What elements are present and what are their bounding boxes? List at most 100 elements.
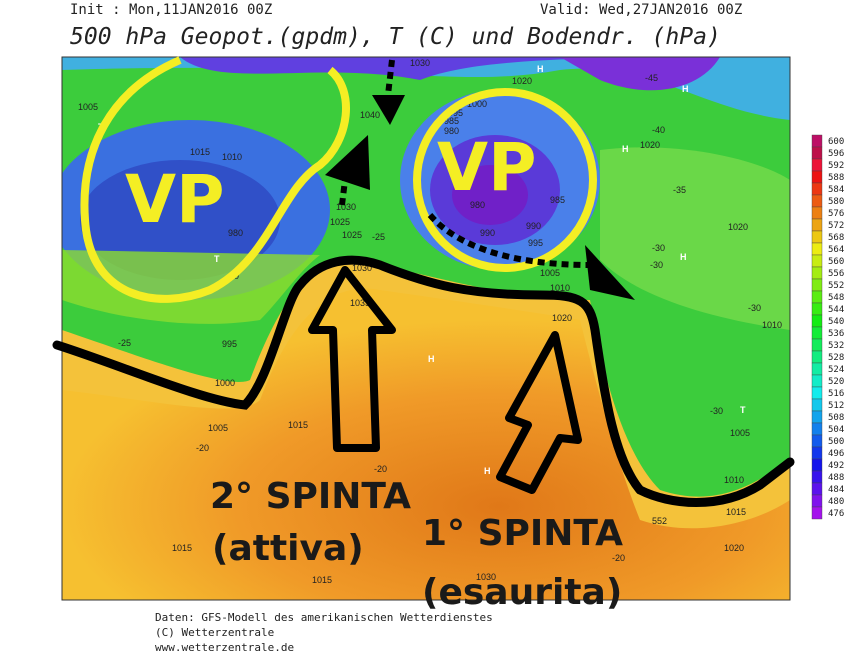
color-scale-cell — [811, 134, 823, 148]
color-scale-label: 536 — [828, 329, 844, 339]
color-scale-cell — [811, 170, 823, 184]
map-pressure-label: 1015 — [312, 575, 332, 585]
map-labels: 1030 1005 1015 1010 980 1040 1030 1025 1025 1030 1… — [78, 58, 782, 585]
map-contour-label: 552 — [652, 516, 667, 526]
map-centers-label: H — [680, 252, 687, 262]
map-field — [62, 57, 790, 600]
color-scale-cell — [811, 362, 823, 376]
color-scale-cell — [811, 290, 823, 304]
map-pressure-label: 1005 — [540, 268, 560, 278]
map-pressure-label: 990 — [480, 228, 495, 238]
color-scale-cell — [811, 410, 823, 424]
color-scale-label: 568 — [828, 233, 844, 243]
color-scale-label: 512 — [828, 401, 844, 411]
map-pressure-label: 990 — [526, 221, 541, 231]
map-centers-label: T — [214, 254, 220, 264]
map-pressure-label: 1030 — [476, 572, 496, 582]
flow-head-east — [585, 245, 635, 300]
vortex-label-east: VP — [437, 129, 536, 206]
map-pressure-label: 1020 — [724, 543, 744, 553]
map-pressure-label: 1000 — [467, 99, 487, 109]
color-scale-cell — [811, 338, 823, 352]
push-arrow-2 — [308, 266, 396, 452]
map-pressure-label: 995 — [448, 108, 463, 118]
color-scale-label: 528 — [828, 353, 844, 363]
annotation-shapes — [52, 56, 795, 507]
flow-dots-west — [339, 179, 348, 206]
color-scale-label: 584 — [828, 185, 844, 195]
map-centers-label: H — [428, 354, 435, 364]
map-pressure-label: 1015 — [190, 147, 210, 157]
color-scale-cell — [811, 506, 823, 520]
map-pressure-label: 1020 — [552, 313, 572, 323]
map-pressure-label: 1005 — [730, 428, 750, 438]
color-scale-label: 532 — [828, 341, 844, 351]
color-scale-label: 480 — [828, 497, 844, 507]
map-pressure-label: 1020 — [640, 140, 660, 150]
color-scale-label: 508 — [828, 413, 844, 423]
map-temperature-label: -30 — [748, 303, 761, 313]
map-pressure-label: 1025 — [342, 230, 362, 240]
map-frame — [61, 56, 791, 601]
color-scale-label: 548 — [828, 293, 844, 303]
map-pressure-label: 1000 — [215, 378, 235, 388]
map-pressure-label: 1015 — [172, 543, 192, 553]
map-pressure-label: 1010 — [222, 152, 242, 162]
map-pressure-label: 980 — [444, 126, 459, 136]
flow-dots-north — [385, 59, 395, 96]
map-title: 500 hPa Geopot.(gpdm), T (C) und Bodendr… — [70, 24, 721, 50]
color-scale-cell — [811, 386, 823, 400]
map-pressure-label: 1020 — [512, 76, 532, 86]
map-temperature-label: -30 — [710, 406, 723, 416]
color-scale-cell — [811, 458, 823, 472]
vortex-loop-east — [413, 88, 597, 272]
color-scale-cell — [811, 194, 823, 208]
map-centers-label: H — [622, 144, 629, 154]
color-scale-cell — [811, 470, 823, 484]
map-centers-label: H — [682, 84, 689, 94]
color-scale-cell — [811, 254, 823, 268]
color-scale-cell — [811, 266, 823, 280]
vortex-loop-west — [80, 56, 350, 303]
color-scale-label: 496 — [828, 449, 844, 459]
footer-copyright: (C) Wetterzentrale — [155, 626, 274, 639]
color-scale-label: 492 — [828, 461, 844, 471]
color-scale-label: 588 — [828, 173, 844, 183]
color-scale-label: 572 — [828, 221, 844, 231]
map-pressure-label: 1005 — [208, 423, 228, 433]
map-pressure-label: 1020 — [728, 222, 748, 232]
color-scale-cell — [811, 374, 823, 388]
map-temperature-label: -20 — [196, 443, 209, 453]
color-scale-label: 560 — [828, 257, 844, 267]
color-scale-cell — [811, 218, 823, 232]
map-temperature-label: -45 — [645, 73, 658, 83]
map-pressure-label: 1025 — [330, 217, 350, 227]
color-scale-cell — [811, 494, 823, 508]
color-scale: 600 596 592 588 584 580 576 572 568 564 560 556 552 5… — [811, 134, 844, 520]
map-centers-label: H — [537, 64, 544, 74]
map-pressure-label: 1010 — [724, 475, 744, 485]
map-temperature-label: -40 — [652, 125, 665, 135]
push-2-label: 2° SPINTA — [210, 476, 411, 517]
color-scale-cell — [811, 158, 823, 172]
push-2-state: (attiva) — [212, 528, 364, 569]
map-temperature-label: -20 — [374, 464, 387, 474]
color-scale-label: 564 — [828, 245, 844, 255]
map-temperature-label: -25 — [118, 338, 131, 348]
map-temperature-label: -30 — [652, 243, 665, 253]
color-scale-cell — [811, 242, 823, 256]
map-pressure-label: 1015 — [726, 507, 746, 517]
push-1-label: 1° SPINTA — [422, 513, 623, 554]
map-pressure-label: 995 — [222, 339, 237, 349]
init-time: Init : Mon,11JAN2016 00Z — [70, 2, 272, 18]
jet-axis-line — [52, 255, 795, 507]
map-pressure-label: 1030 — [410, 58, 430, 68]
valid-time: Valid: Wed,27JAN2016 00Z — [540, 2, 742, 18]
color-scale-cell — [811, 314, 823, 328]
map-pressure-label: 1035 — [350, 298, 370, 308]
map-temperature-label: -25 — [372, 232, 385, 242]
color-scale-label: 596 — [828, 149, 844, 159]
map-pressure-label: 1010 — [550, 283, 570, 293]
color-scale-cell — [811, 434, 823, 448]
map-pressure-label: 995 — [528, 238, 543, 248]
